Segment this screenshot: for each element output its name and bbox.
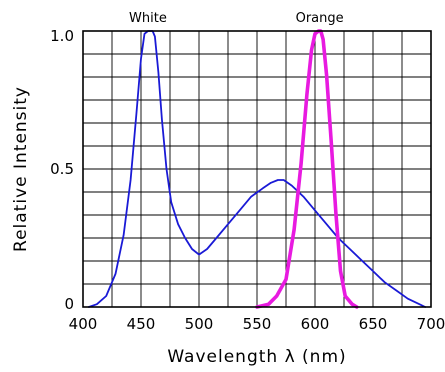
annotation-orange: Orange [296, 11, 344, 26]
x-tick-label: 600 [301, 315, 330, 333]
x-tick-labels: 400 450 500 550 600 650 700 [69, 315, 445, 333]
y-tick-label: 0.5 [50, 160, 74, 178]
y-tick-labels: 0 0.5 1.0 [50, 27, 74, 313]
series-line-white [87, 30, 427, 308]
annotations: White Orange [129, 11, 344, 26]
x-axis-label: Wavelength λ (nm) [167, 347, 346, 367]
x-tick-label: 650 [359, 315, 388, 333]
annotation-white: White [129, 11, 167, 26]
x-tick-label: 450 [127, 315, 156, 333]
y-axis-label: Relative Intensity [11, 86, 31, 252]
y-tick-label: 1.0 [50, 27, 74, 45]
x-tick-label: 500 [185, 315, 214, 333]
x-tick-label: 400 [69, 315, 98, 333]
plot-frame [82, 30, 432, 308]
grid [83, 31, 431, 307]
y-tick-label: 0 [64, 295, 74, 313]
x-tick-label: 700 [417, 315, 445, 333]
x-tick-label: 550 [243, 315, 272, 333]
